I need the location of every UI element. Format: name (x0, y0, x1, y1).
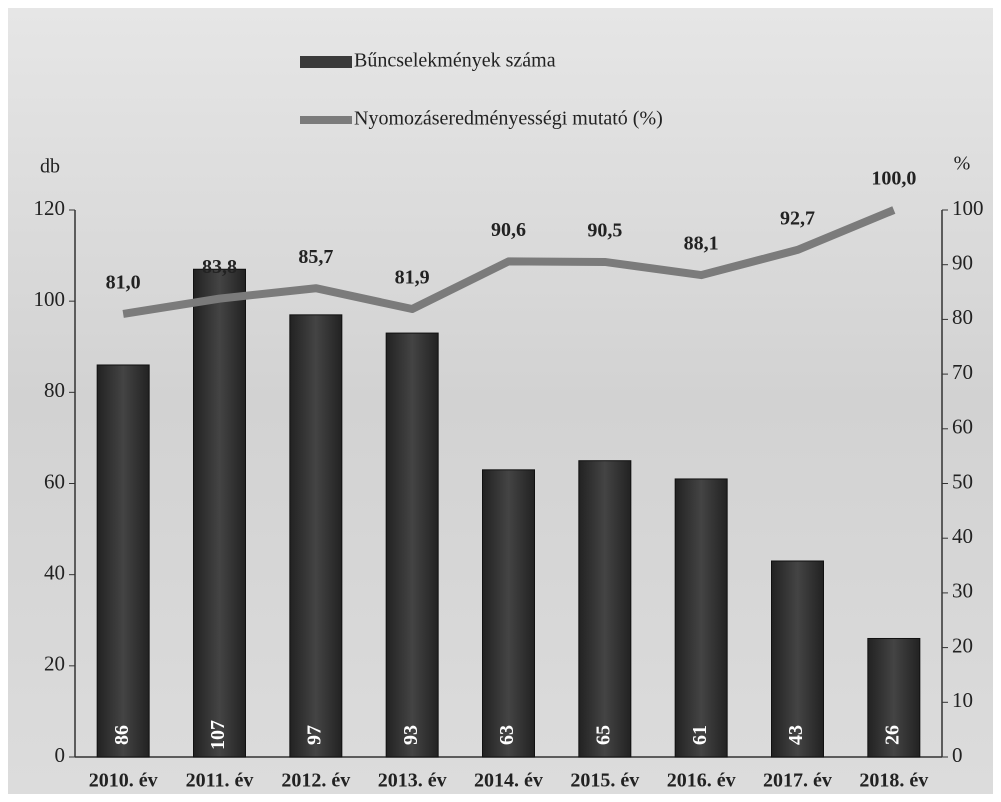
line-value-label: 83,8 (202, 256, 237, 278)
y2-tick-label: 20 (952, 633, 973, 657)
bar (578, 460, 632, 758)
y-tick-label: 120 (34, 196, 66, 220)
line-value-label: 90,5 (587, 220, 622, 242)
x-tick-label: 2015. év (570, 770, 639, 792)
bar (193, 268, 246, 758)
bar-value-label: 26 (881, 725, 903, 745)
y2-tick-label: 100 (952, 196, 984, 220)
bar (289, 314, 343, 758)
y2-tick-label: 80 (952, 305, 973, 329)
y2-tick-label: 70 (952, 360, 973, 384)
x-tick-label: 2013. év (378, 770, 447, 792)
line-value-label: 100,0 (871, 168, 916, 190)
y-tick-label: 80 (44, 378, 65, 402)
bar (385, 332, 439, 758)
x-tick-label: 2012. év (281, 770, 350, 792)
line-value-label: 81,0 (106, 272, 141, 294)
y2-tick-label: 60 (952, 415, 973, 439)
bar (674, 478, 728, 758)
line-value-label: 85,7 (298, 246, 333, 268)
x-tick-label: 2010. év (89, 770, 158, 792)
legend-swatch (300, 56, 352, 68)
line-value-label: 88,1 (684, 233, 719, 255)
bar (96, 364, 150, 758)
bar-value-label: 86 (111, 725, 133, 745)
y-axis-label: db (40, 156, 60, 178)
bar (867, 637, 921, 758)
bar-value-label: 93 (400, 725, 422, 745)
line-value-label: 92,7 (780, 208, 815, 230)
legend-label: Bűncselekmények száma (354, 50, 556, 72)
y-tick-label: 40 (44, 560, 65, 584)
y-tick-label: 20 (44, 652, 65, 676)
y2-tick-label: 40 (952, 524, 973, 548)
y-tick-label: 60 (44, 469, 65, 493)
y2-axis-label: % (954, 153, 971, 175)
x-tick-label: 2018. év (859, 770, 928, 792)
y2-tick-label: 30 (952, 579, 973, 603)
bar-value-label: 61 (689, 725, 711, 745)
bar-value-label: 65 (592, 725, 614, 745)
y-tick-label: 100 (34, 287, 66, 311)
bar (771, 560, 824, 758)
x-tick-label: 2016. év (667, 770, 736, 792)
x-tick-label: 2011. év (186, 770, 254, 792)
bar-value-label: 107 (207, 720, 229, 750)
bar-value-label: 43 (785, 725, 807, 745)
y2-tick-label: 10 (952, 688, 973, 712)
x-tick-label: 2014. év (474, 770, 543, 792)
legend-label: Nyomozáseredményességi mutató (%) (354, 108, 663, 130)
line-value-label: 90,6 (491, 219, 526, 241)
line (122, 206, 896, 318)
y2-tick-label: 90 (952, 251, 973, 275)
bar-value-label: 63 (496, 725, 518, 745)
y2-tick-label: 0 (952, 743, 963, 767)
y-tick-label: 0 (55, 743, 66, 767)
bar (482, 469, 535, 758)
y2-tick-label: 50 (952, 469, 973, 493)
bar-value-label: 97 (303, 725, 325, 745)
x-tick-label: 2017. év (763, 770, 832, 792)
line-value-label: 81,9 (395, 267, 430, 289)
